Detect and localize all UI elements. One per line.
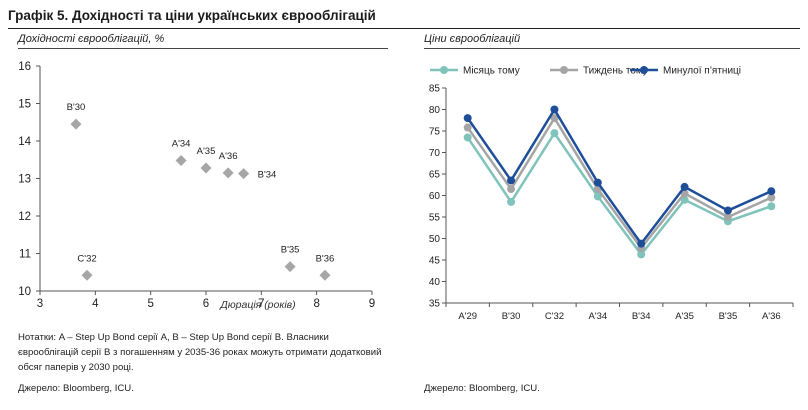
series-point xyxy=(593,192,602,201)
legend-label: Минулої п’ятниці xyxy=(663,66,741,77)
x-tick-label: 5 xyxy=(147,298,153,310)
left-source: Джерело: Bloomberg, ICU. xyxy=(18,383,134,394)
x-tick-label: A'34 xyxy=(588,311,607,322)
y-tick-label: 75 xyxy=(429,127,441,138)
y-tick-label: 14 xyxy=(18,136,31,148)
series-point xyxy=(507,197,516,206)
x-tick-label: A'29 xyxy=(458,311,477,322)
right-subtitle-divider xyxy=(424,48,800,49)
x-tick-label: B'35 xyxy=(719,311,738,322)
left-chart-subtitle: Дохідності єврооблігацій, % xyxy=(18,33,165,45)
y-tick-label: 85 xyxy=(429,84,441,95)
scatter-point xyxy=(284,261,296,273)
series-point xyxy=(550,114,559,123)
series-point xyxy=(637,239,646,248)
point-label: A'35 xyxy=(197,146,216,157)
series-point xyxy=(767,193,776,202)
legend-label: Тиждень тому xyxy=(583,66,648,77)
point-label: C'32 xyxy=(77,253,96,264)
x-tick-label: 4 xyxy=(92,298,99,310)
series-point xyxy=(463,133,472,142)
scatter-point xyxy=(319,269,331,281)
x-tick-label: B'30 xyxy=(502,311,521,322)
series-point xyxy=(767,202,776,211)
y-tick-label: 55 xyxy=(429,213,441,224)
scatter-point xyxy=(70,118,82,130)
page-title: Графік 5. Дохідності та ціни українських… xyxy=(8,8,376,23)
x-tick-label: C'32 xyxy=(545,311,564,322)
series-point xyxy=(463,114,472,123)
series-point xyxy=(767,187,776,196)
x-tick-label: 6 xyxy=(203,298,209,310)
x-tick-label: A'35 xyxy=(675,311,694,322)
series-line xyxy=(466,108,772,245)
left-subtitle-divider xyxy=(18,48,388,49)
legend-swatch-marker xyxy=(640,66,648,74)
series-point xyxy=(550,129,559,138)
y-tick-label: 12 xyxy=(18,211,31,223)
price-line-chart: 35 40 45 50 55 60 65 70 75 80 85 A'29 B'30 C'32 A'34 B'… xyxy=(429,66,794,322)
series-point xyxy=(550,105,559,114)
x-tick-label: B'34 xyxy=(632,311,651,322)
point-label: B'34 xyxy=(258,170,277,181)
series-point xyxy=(637,250,646,259)
scatter-point xyxy=(81,269,93,281)
series-point xyxy=(723,213,732,221)
y-tick-label: 40 xyxy=(429,277,441,288)
y-tick-label: 70 xyxy=(429,148,441,159)
series-line xyxy=(466,116,772,250)
y-tick-label: 50 xyxy=(429,234,441,245)
series-point xyxy=(723,206,732,215)
point-label: A'34 xyxy=(172,139,191,150)
y-tick-label: 10 xyxy=(18,286,31,298)
y-tick-label: 16 xyxy=(18,61,31,73)
legend-swatch-marker xyxy=(440,66,448,74)
point-label: B'36 xyxy=(316,253,335,264)
y-tick-label: 65 xyxy=(429,170,441,181)
series-point xyxy=(680,182,689,191)
scatter-point xyxy=(200,162,212,174)
y-tick-label: 15 xyxy=(18,99,31,111)
x-tick-label: 7 xyxy=(258,298,264,310)
scatter-point xyxy=(238,168,250,180)
series-line xyxy=(466,131,772,256)
y-tick-label: 60 xyxy=(429,191,441,202)
right-source: Джерело: Bloomberg, ICU. xyxy=(424,383,540,394)
series-point xyxy=(463,123,472,132)
point-label: A'36 xyxy=(219,151,238,162)
y-tick-label: 13 xyxy=(18,174,31,186)
footnote: Нотатки: A – Step Up Bond серії A, B – S… xyxy=(18,332,382,373)
scatter-point xyxy=(222,167,234,179)
legend-swatch-marker xyxy=(560,66,568,74)
y-tick-label: 11 xyxy=(19,249,31,261)
legend-label: Місяць тому xyxy=(463,66,520,77)
point-label: B'30 xyxy=(67,102,86,113)
title-divider xyxy=(8,28,800,29)
y-tick-label: 45 xyxy=(429,256,441,267)
x-tick-label: 3 xyxy=(37,298,43,310)
y-tick-label: 35 xyxy=(429,299,441,310)
y-tick-label: 80 xyxy=(429,105,441,116)
series-point xyxy=(593,178,602,187)
right-chart-subtitle: Ціни єврооблігацій xyxy=(424,33,521,45)
x-axis-label: Дюрація (років) xyxy=(219,299,295,311)
yield-scatter-chart: 10 11 12 13 14 15 16 3 4 5 6 7 8 9 Дюрація (років) B'30… xyxy=(18,61,375,311)
x-tick-label: 8 xyxy=(313,298,319,310)
point-label: B'35 xyxy=(281,245,300,256)
x-tick-label: 9 xyxy=(369,298,375,310)
x-tick-label: A'36 xyxy=(762,311,781,322)
series-point xyxy=(507,176,516,185)
series-point xyxy=(507,185,516,194)
scatter-point xyxy=(175,155,187,166)
